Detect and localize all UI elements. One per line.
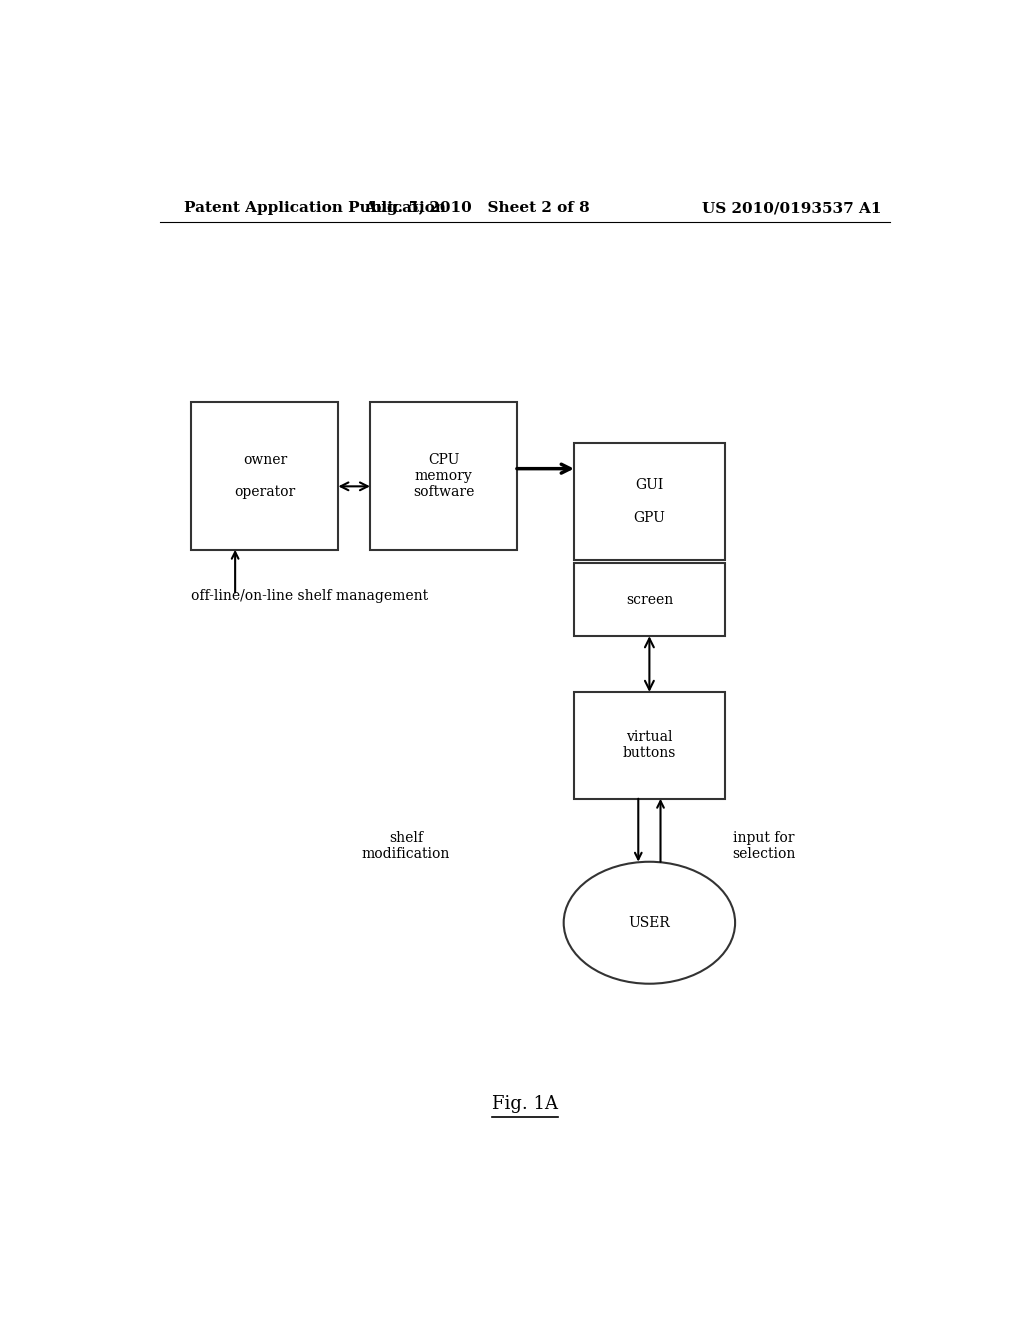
Text: off-line/on-line shelf management: off-line/on-line shelf management (191, 589, 429, 603)
Text: US 2010/0193537 A1: US 2010/0193537 A1 (702, 201, 882, 215)
Text: Patent Application Publication: Patent Application Publication (183, 201, 445, 215)
Text: owner

operator: owner operator (234, 453, 296, 499)
Text: Aug. 5, 2010   Sheet 2 of 8: Aug. 5, 2010 Sheet 2 of 8 (365, 201, 590, 215)
FancyBboxPatch shape (370, 403, 517, 549)
Ellipse shape (563, 862, 735, 983)
Text: screen: screen (626, 593, 673, 606)
FancyBboxPatch shape (191, 403, 338, 549)
Text: input for
selection: input for selection (733, 832, 796, 862)
Text: USER: USER (629, 916, 671, 929)
Text: Fig. 1A: Fig. 1A (492, 1094, 558, 1113)
FancyBboxPatch shape (574, 562, 725, 636)
Text: virtual
buttons: virtual buttons (623, 730, 676, 760)
Text: GUI

GPU: GUI GPU (634, 478, 666, 524)
FancyBboxPatch shape (574, 692, 725, 799)
Text: shelf
modification: shelf modification (361, 832, 450, 862)
Text: CPU
memory
software: CPU memory software (413, 453, 474, 499)
FancyBboxPatch shape (574, 444, 725, 560)
